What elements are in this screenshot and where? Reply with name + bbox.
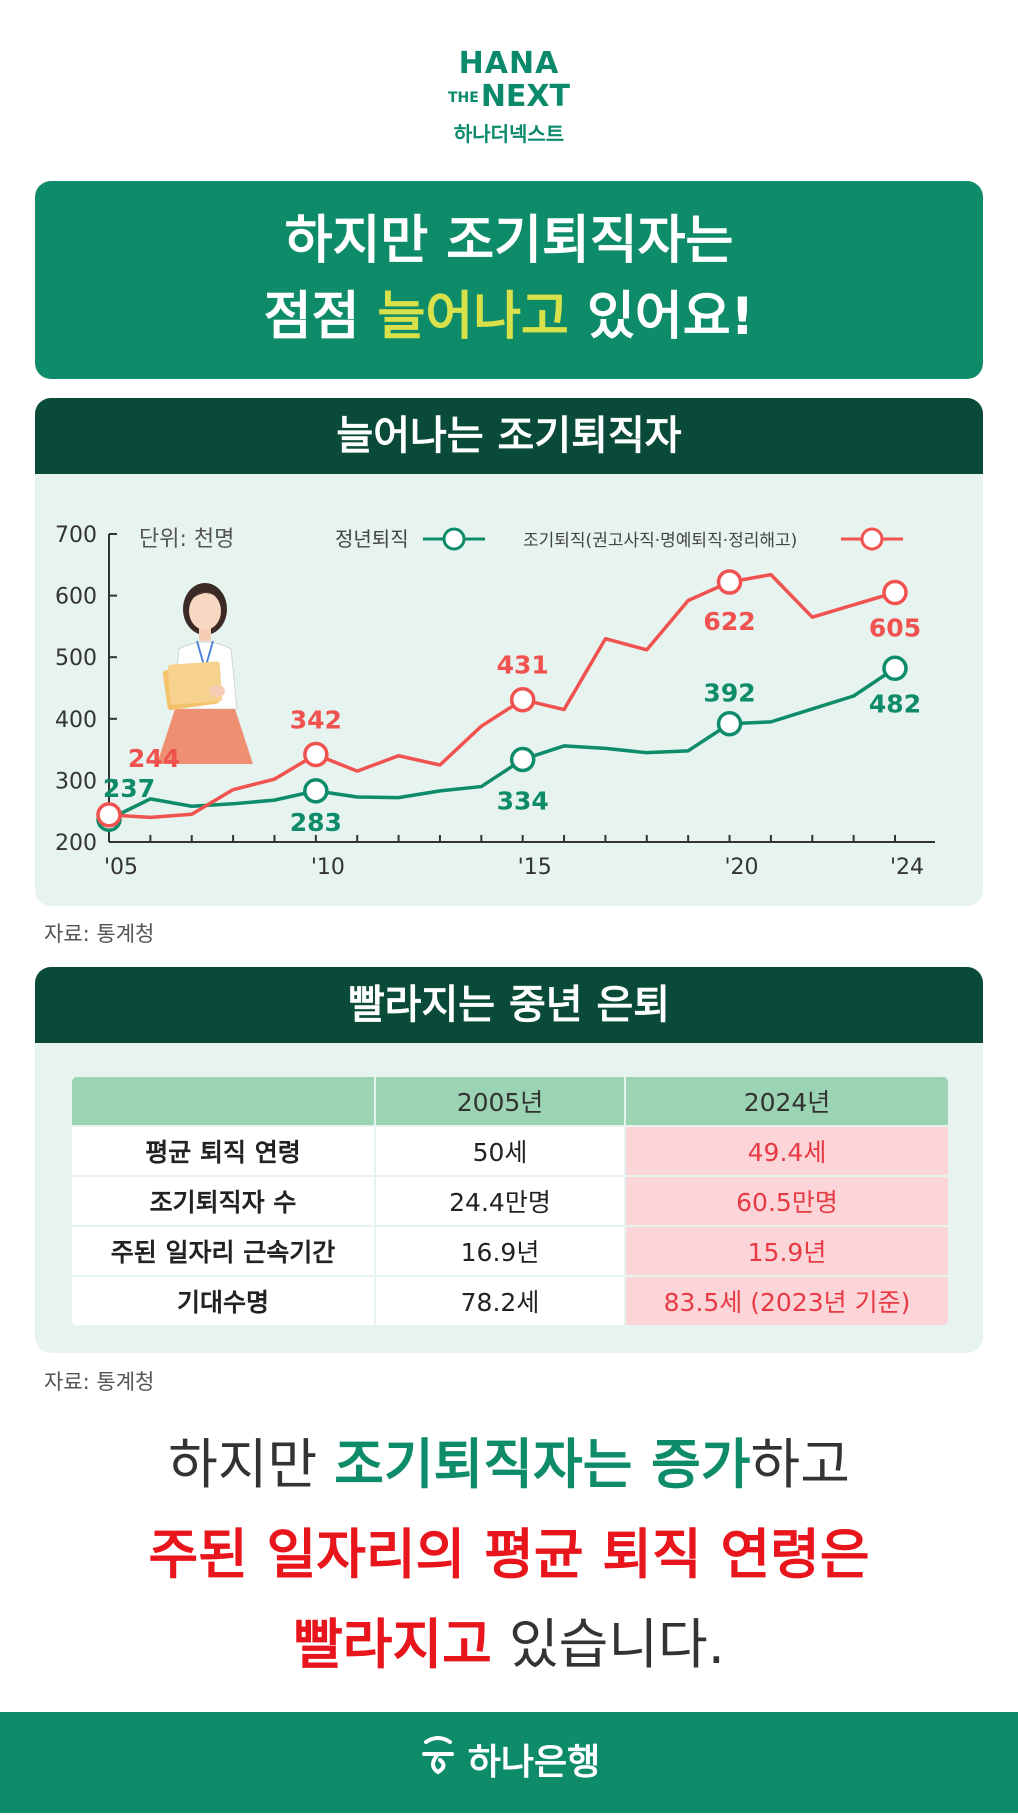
y-tick-label: 500	[55, 646, 97, 671]
data-label: 237	[103, 774, 155, 803]
cell-2024: 49.4세	[624, 1125, 950, 1177]
legend-marker	[860, 527, 884, 551]
cell-2024: 83.5세 (2023년 기준)	[624, 1275, 950, 1327]
data-point-marker	[509, 746, 536, 773]
data-point-marker	[882, 579, 908, 606]
chart-source: 자료: 통계청	[44, 922, 155, 946]
headline-banner: 하지만 조기퇴직자는 점점 늘어나고 있어요!	[35, 181, 983, 379]
row-label: 주된 일자리 근속기간	[70, 1225, 376, 1277]
chart-panel-title: 늘어나는 조기퇴직자	[35, 398, 983, 474]
series-line	[108, 666, 896, 821]
table-header-2024: 2024년	[624, 1075, 950, 1127]
table-header-2005: 2005년	[374, 1075, 626, 1127]
data-point-marker	[716, 710, 743, 737]
row-label: 기대수명	[70, 1275, 376, 1327]
x-tick-label: '10	[311, 855, 345, 880]
data-label: 334	[497, 786, 549, 815]
data-label: 244	[128, 744, 180, 773]
logo-next: NEXT	[480, 79, 571, 114]
y-tick-label: 700	[55, 523, 97, 548]
logo-hana: HANA	[458, 46, 560, 81]
closing-line2: 주된 일자리의 평균 퇴직 연령은	[148, 1523, 870, 1586]
closing-line1: 하지만 조기퇴직자는 증가하고	[168, 1433, 850, 1496]
row-label: 평균 퇴직 연령	[70, 1125, 376, 1177]
x-tick-label: '20	[725, 855, 759, 880]
row-label: 조기퇴직자 수	[70, 1175, 376, 1227]
y-tick-label: 300	[55, 769, 97, 794]
data-label: 431	[497, 651, 549, 680]
data-label: 283	[290, 808, 342, 837]
cell-2005: 50세	[374, 1125, 626, 1177]
legend-label: 조기퇴직(권고사직·명예퇴직·정리해고)	[523, 531, 797, 551]
y-tick-label: 400	[55, 708, 97, 733]
table-row: 평균 퇴직 연령 50세 49.4세	[70, 1125, 950, 1177]
closing-message: 하지만 조기퇴직자는 증가하고 주된 일자리의 평균 퇴직 연령은 빨라지고 있…	[0, 1420, 1018, 1690]
legend-label: 정년퇴직	[335, 527, 409, 551]
data-point-marker	[716, 569, 743, 595]
cell-2024: 60.5만명	[624, 1175, 950, 1227]
table-row: 조기퇴직자 수 24.4만명 60.5만명	[70, 1175, 950, 1227]
data-label: 605	[869, 614, 921, 643]
headline-highlight: 늘어나고	[377, 287, 569, 347]
table-source: 자료: 통계청	[44, 1370, 155, 1394]
legend-marker	[442, 527, 466, 551]
chart-panel: 늘어나는 조기퇴직자 200 300 400 500 600 700 '05 '10 '15 '2…	[35, 398, 983, 906]
logo-the: THE	[447, 89, 479, 106]
x-tick-label: '15	[518, 855, 552, 880]
y-tick-label: 600	[55, 585, 97, 610]
table-header-row: 2005년 2024년	[70, 1075, 950, 1127]
headline-line1: 하지만 조기퇴직자는	[284, 211, 734, 271]
footer-brand: 하나은행	[467, 1742, 601, 1783]
cell-2005: 24.4만명	[374, 1175, 626, 1227]
x-tick-label: '05	[104, 855, 138, 880]
hana-bank-logo-icon	[418, 1714, 458, 1815]
table-row: 주된 일자리 근속기간 16.9년 15.9년	[70, 1225, 950, 1277]
data-label: 342	[290, 706, 342, 735]
data-point-marker	[303, 778, 329, 804]
office-worker-illustration	[157, 583, 253, 764]
headline-line2: 점점 늘어나고 있어요!	[263, 287, 755, 347]
cell-2005: 16.9년	[374, 1225, 626, 1277]
footer-bar: 하나은행	[0, 1712, 1018, 1813]
unit-label: 단위: 천명	[139, 527, 234, 552]
data-label: 392	[703, 679, 755, 708]
table-header-label	[70, 1075, 376, 1127]
data-point-marker	[303, 741, 329, 768]
data-point-marker	[882, 655, 908, 682]
cell-2024: 15.9년	[624, 1225, 950, 1277]
data-label: 482	[869, 689, 921, 718]
hana-the-next-logo: HANA THENEXT 하나더넥스트	[0, 48, 1018, 147]
data-label: 622	[703, 607, 755, 636]
data-point-marker	[509, 686, 536, 713]
logo-korean: 하나더넥스트	[453, 122, 565, 146]
cell-2005: 78.2세	[374, 1275, 626, 1327]
comparison-table: 2005년 2024년 평균 퇴직 연령 50세 49.4세 조기퇴직자 수 2…	[70, 1075, 950, 1327]
data-point-marker	[96, 802, 122, 828]
y-tick-label: 200	[55, 831, 97, 856]
table-panel-title: 빨라지는 중년 은퇴	[35, 967, 983, 1043]
series-line	[108, 572, 896, 820]
closing-line3: 빨라지고 있습니다.	[293, 1613, 725, 1676]
x-tick-label: '24	[890, 855, 924, 880]
table-row: 기대수명 78.2세 83.5세 (2023년 기준)	[70, 1275, 950, 1327]
